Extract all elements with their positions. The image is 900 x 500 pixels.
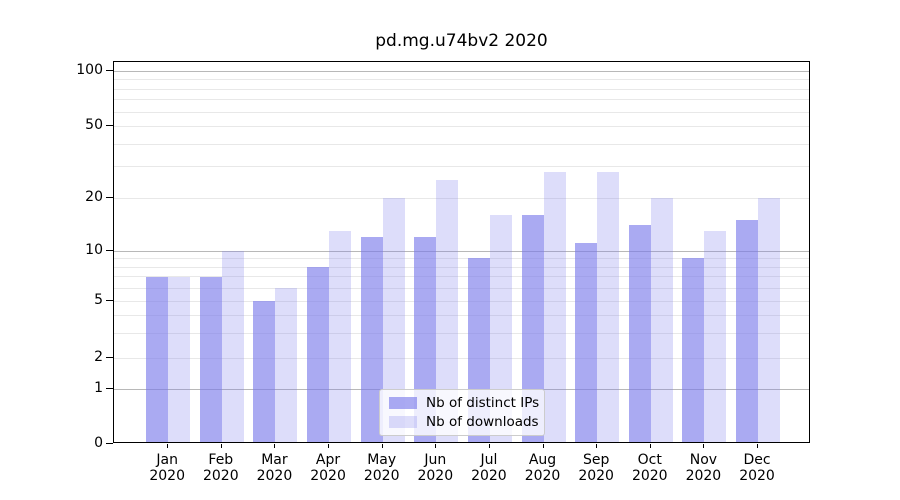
gridline-minor	[114, 88, 809, 90]
y-tick-mark	[106, 443, 113, 444]
x-tick-label-sep: Sep 2020	[578, 452, 614, 484]
x-tick-mark	[542, 444, 544, 448]
y-tick-mark	[106, 125, 113, 126]
x-tick-mark	[435, 444, 437, 448]
x-tick-label-dec: Dec 2020	[739, 452, 775, 484]
legend: Nb of distinct IPs Nb of downloads	[379, 389, 545, 436]
y-tick-mark	[106, 300, 113, 301]
bar-distinct-ips-feb	[199, 276, 222, 442]
gridline-minor	[114, 358, 809, 359]
y-tick-mark	[106, 388, 113, 390]
bar-downloads-mar	[275, 287, 298, 442]
bar-downloads-jan	[168, 276, 191, 442]
gridline-minor	[114, 111, 809, 113]
x-tick-mark	[757, 444, 759, 448]
x-tick-mark	[328, 444, 330, 448]
x-tick-label-nov: Nov 2020	[685, 452, 722, 484]
x-tick-mark	[488, 444, 490, 448]
legend-item-distinct-ips: Nb of distinct IPs	[389, 395, 539, 411]
bar-downloads-apr	[329, 230, 352, 442]
x-tick-label-may: May 2020	[363, 452, 400, 484]
gridline-minor	[114, 143, 809, 145]
bar-distinct-ips-nov	[682, 258, 705, 442]
gridline-minor	[114, 166, 809, 168]
gridline-minor	[114, 287, 809, 289]
gridline-minor	[114, 314, 809, 316]
x-tick-mark	[167, 444, 169, 448]
bar-distinct-ips-oct	[628, 225, 651, 442]
bar-distinct-ips-may	[360, 236, 383, 442]
x-tick-label-mar: Mar 2020	[256, 452, 293, 484]
gridline-minor	[114, 198, 809, 199]
x-tick-label-feb: Feb 2020	[202, 452, 239, 484]
gridline-minor	[114, 126, 809, 127]
gridline-minor	[114, 258, 809, 260]
legend-label-distinct-ips: Nb of distinct IPs	[426, 395, 540, 411]
gridline-minor	[114, 276, 809, 278]
gridline-major	[114, 71, 809, 72]
x-tick-mark	[220, 444, 222, 448]
y-tick-mark	[106, 357, 113, 358]
legend-item-downloads: Nb of downloads	[389, 414, 539, 430]
bar-downloads-oct	[650, 198, 673, 442]
y-tick-label: 1	[94, 380, 103, 397]
y-tick-label: 50	[85, 117, 103, 133]
bar-distinct-ips-apr	[307, 266, 330, 442]
gridline-minor	[114, 266, 809, 268]
bar-downloads-jul	[489, 214, 512, 442]
gridline-minor	[114, 99, 809, 101]
bar-distinct-ips-aug	[521, 214, 544, 442]
bar-distinct-ips-jan	[146, 276, 169, 442]
x-tick-label-jan: Jan 2020	[149, 452, 185, 484]
bar-downloads-jun	[436, 180, 459, 442]
gridline-minor	[114, 332, 809, 334]
y-tick-label: 20	[85, 189, 103, 205]
legend-swatch-distinct-ips	[389, 397, 417, 409]
y-tick-mark	[106, 249, 113, 251]
legend-label-downloads: Nb of downloads	[426, 414, 539, 430]
x-tick-mark	[381, 444, 383, 448]
legend-swatch-downloads	[389, 416, 417, 428]
bar-downloads-nov	[704, 230, 727, 442]
bar-distinct-ips-dec	[736, 219, 759, 442]
x-tick-label-apr: Apr 2020	[310, 452, 346, 484]
x-tick-mark	[274, 444, 276, 448]
x-tick-label-jun: Jun 2020	[417, 452, 454, 484]
y-tick-label: 2	[94, 349, 103, 365]
y-tick-label: 5	[94, 292, 103, 308]
bar-distinct-ips-sep	[575, 243, 598, 442]
y-tick-label: 10	[85, 241, 103, 258]
bar-downloads-dec	[758, 198, 781, 442]
bar-downloads-feb	[221, 250, 244, 442]
bar-distinct-ips-mar	[253, 301, 276, 442]
y-tick-mark	[106, 70, 113, 71]
x-tick-mark	[596, 444, 598, 448]
chart-title: pd.mg.u74bv2 2020	[375, 31, 548, 51]
x-tick-label-oct: Oct 2020	[631, 452, 668, 484]
bar-downloads-sep	[597, 171, 620, 442]
x-tick-mark	[649, 444, 651, 448]
y-tick-mark	[106, 197, 113, 198]
bar-downloads-aug	[543, 171, 566, 442]
gridline-minor	[114, 79, 809, 81]
y-tick-label: 100	[76, 62, 103, 78]
x-tick-label-jul: Jul 2020	[471, 452, 507, 484]
gridline-major	[114, 250, 809, 252]
y-tick-label: 0	[94, 435, 103, 451]
bar-downloads-may	[382, 198, 405, 442]
x-tick-label-aug: Aug 2020	[524, 452, 561, 484]
x-tick-mark	[703, 444, 705, 448]
plot-area: Nb of distinct IPs Nb of downloads	[113, 61, 810, 443]
gridline-minor	[114, 301, 809, 302]
